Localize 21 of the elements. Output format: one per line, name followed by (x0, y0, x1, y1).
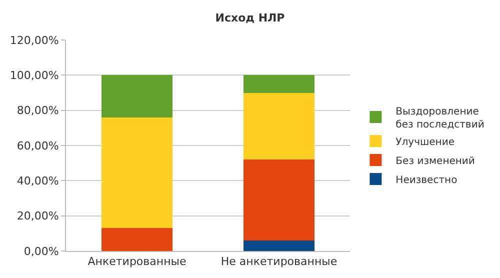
y-tick-label: 40,00% (16, 174, 59, 188)
y-tick-label: 80,00% (16, 104, 59, 118)
y-tick-label: 0,00% (24, 244, 59, 258)
y-tick-label: 100,00% (10, 69, 59, 82)
chart-title: Исход НЛР (215, 12, 285, 25)
x-tick-label: Не анкетированные (220, 255, 338, 268)
bar (244, 92, 314, 160)
legend-label: Улучшение (396, 136, 454, 148)
y-tick-label: 20,00% (16, 210, 59, 223)
legend-label: Без изменений (396, 156, 475, 167)
y-tick-label: 60,00% (16, 139, 59, 152)
bar (102, 75, 172, 118)
bar (244, 75, 314, 93)
bar (102, 228, 172, 251)
y-tick-label: 120,00% (10, 34, 59, 47)
bar (244, 240, 314, 251)
x-tick-label: Анкетированные (88, 255, 186, 268)
bar (102, 117, 172, 228)
bar (244, 160, 314, 240)
legend-label: Выздоровление без последствий (396, 106, 484, 130)
legend-label: Неизвестно (396, 174, 458, 186)
